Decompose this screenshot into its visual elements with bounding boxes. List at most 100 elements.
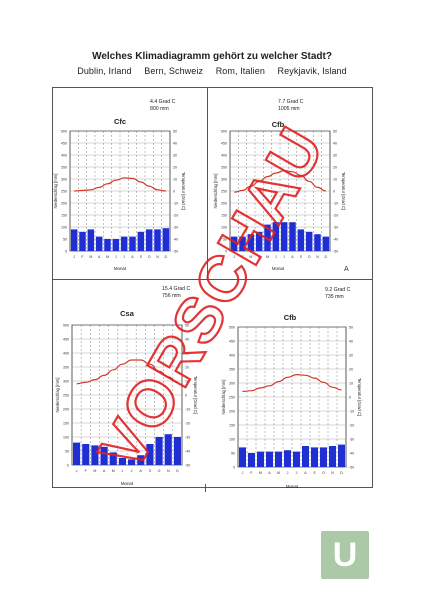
y-axis-label-left: Niederschlag [mm] <box>213 174 218 209</box>
right-tick-label: -20 <box>333 214 338 218</box>
right-tick-label: 50 <box>173 130 177 134</box>
left-tick-label: 350 <box>221 166 227 170</box>
panel-letter: A <box>344 266 349 273</box>
precip-bar <box>289 222 296 251</box>
left-tick-label: 450 <box>61 142 67 146</box>
y-axis-label-right: Temperatur [Grad C] <box>357 378 362 416</box>
precip-bar <box>137 231 145 251</box>
precip-bar <box>173 437 181 465</box>
month-label: J <box>76 469 78 473</box>
month-label: S <box>300 255 303 259</box>
right-tick-label: 20 <box>185 366 189 370</box>
precip-bar <box>120 236 128 251</box>
month-label: M <box>249 255 252 259</box>
y-axis-label-right: Temperatur [Grad C] <box>341 172 346 210</box>
left-tick-label: 250 <box>61 190 67 194</box>
left-tick-label: 150 <box>63 422 69 426</box>
precip-bar <box>82 444 90 465</box>
left-tick-label: 500 <box>221 130 227 134</box>
precip-bar <box>146 444 154 465</box>
left-tick-label: 500 <box>61 130 67 134</box>
right-tick-label: -40 <box>333 238 338 242</box>
x-axis-label: Monat <box>286 484 299 489</box>
month-label: J <box>296 471 298 475</box>
left-tick-label: 250 <box>229 396 235 400</box>
month-label: F <box>85 469 88 473</box>
left-tick-label: 450 <box>63 338 69 342</box>
month-label: A <box>98 255 101 259</box>
precip-bar <box>238 447 247 467</box>
city-reykjavik: Reykjavik, Island <box>277 66 347 76</box>
right-tick-label: 40 <box>349 340 353 344</box>
right-tick-label: -10 <box>349 410 354 414</box>
precip-bar <box>247 234 255 251</box>
right-tick-label: 50 <box>333 130 337 134</box>
right-tick-label: 10 <box>185 380 189 384</box>
precip-bar <box>255 231 263 251</box>
month-label: J <box>275 255 277 259</box>
left-tick-label: 300 <box>63 380 69 384</box>
right-tick-label: -20 <box>185 422 190 426</box>
y-axis-label-right: Temperatur [Grad C] <box>193 376 198 414</box>
climate-chart-4: 050100150200250300350400450500-50-40-30-… <box>221 287 362 489</box>
month-label: N <box>156 255 159 259</box>
precip-bar <box>162 228 170 251</box>
city-list: Dublin, Irland Bern, Schweiz Rom, Italie… <box>0 66 424 76</box>
precip-bar <box>230 236 238 251</box>
left-tick-label: 250 <box>63 394 69 398</box>
month-label: J <box>122 469 124 473</box>
left-tick-label: 200 <box>63 408 69 412</box>
right-tick-label: -20 <box>173 214 178 218</box>
month-label: M <box>277 471 280 475</box>
climate-class-title: Cfb <box>284 313 297 322</box>
precip-bar <box>104 239 111 251</box>
frame-divider-horizontal <box>52 279 373 280</box>
left-tick-label: 400 <box>221 154 227 158</box>
month-label: S <box>313 471 316 475</box>
precip-bar <box>137 455 145 465</box>
left-tick-label: 350 <box>61 166 67 170</box>
month-label: O <box>308 255 311 259</box>
precip-bar <box>164 434 172 465</box>
precip-bar <box>100 446 108 465</box>
left-tick-label: 400 <box>229 354 235 358</box>
month-label: J <box>233 255 235 259</box>
precip-bar <box>145 229 153 251</box>
city-dublin: Dublin, Irland <box>77 66 132 76</box>
precip-bar <box>322 236 330 251</box>
precip-bar <box>319 447 328 467</box>
precip-bar <box>70 229 78 251</box>
temperature-line <box>76 359 178 385</box>
right-tick-label: 40 <box>185 338 189 342</box>
left-tick-label: 350 <box>229 368 235 372</box>
right-tick-label: 40 <box>173 142 177 146</box>
left-tick-label: 150 <box>229 424 235 428</box>
right-tick-label: -30 <box>185 436 190 440</box>
climate-chart-1: 050100150200250300350400450500-50-40-30-… <box>53 99 186 271</box>
month-label: O <box>148 255 151 259</box>
month-label: D <box>176 469 179 473</box>
left-tick-label: 400 <box>63 352 69 356</box>
left-tick-label: 100 <box>229 438 235 442</box>
y-axis-label-left: Niederschlag [mm] <box>221 380 226 415</box>
precip-bar <box>310 447 319 467</box>
precip-bar <box>112 239 120 251</box>
left-tick-label: 150 <box>61 214 67 218</box>
left-tick-label: 300 <box>61 178 67 182</box>
left-tick-label: 50 <box>231 452 235 456</box>
temperature-line <box>234 169 326 193</box>
right-tick-label: -20 <box>349 424 354 428</box>
month-label: J <box>115 255 117 259</box>
precip-bar <box>292 451 301 467</box>
precip-bar <box>305 231 313 251</box>
left-tick-label: 200 <box>229 410 235 414</box>
right-tick-label: -50 <box>349 466 354 470</box>
right-tick-label: 30 <box>185 352 189 356</box>
annual-precip-text: 735 mm <box>325 294 344 300</box>
month-label: O <box>322 471 325 475</box>
precip-bar <box>272 222 280 251</box>
climate-class-title: Csa <box>120 309 135 318</box>
precip-bar <box>328 446 337 467</box>
precip-bar <box>154 229 161 251</box>
month-label: F <box>250 471 253 475</box>
